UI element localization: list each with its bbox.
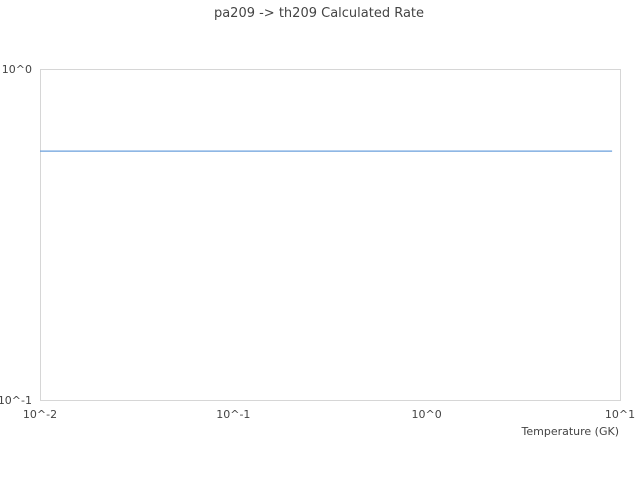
x-tick-label: 10^0 [412, 408, 442, 421]
x-tick-label: 10^-1 [216, 408, 250, 421]
y-tick-label: 10^0 [2, 63, 32, 76]
x-axis-label: Temperature (GK) [521, 425, 620, 438]
x-tick-label: 10^-2 [23, 408, 57, 421]
x-tick-label: 10^1 [605, 408, 635, 421]
chart-title: pa209 -> th209 Calculated Rate [214, 6, 424, 21]
y-tick-label: 10^-1 [0, 394, 32, 407]
plot-area [40, 69, 621, 401]
